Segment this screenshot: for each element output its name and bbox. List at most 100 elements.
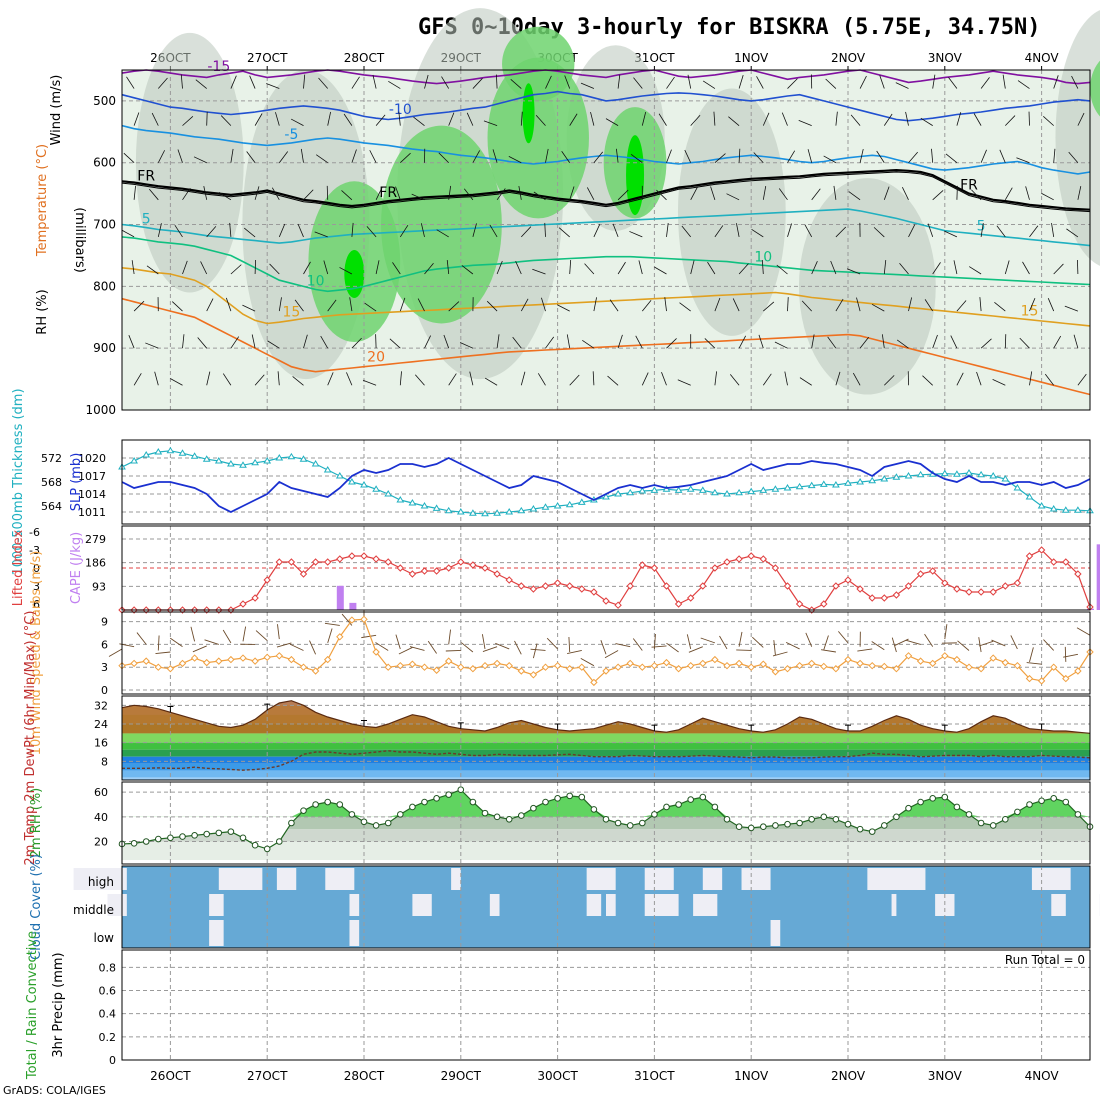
x-tick-label-top: 1NOV bbox=[734, 51, 769, 65]
surface-wind-barb bbox=[653, 633, 656, 649]
wind-barb bbox=[630, 153, 643, 164]
wind-speed-marker bbox=[868, 661, 876, 670]
thickness-marker bbox=[469, 509, 477, 516]
temperature-band bbox=[122, 749, 1090, 757]
surface-wind-barb bbox=[823, 635, 829, 650]
rh-marker bbox=[687, 796, 695, 803]
x-tick-label-bottom: 29OCT bbox=[441, 1069, 482, 1083]
x-tick-label-bottom: 4NOV bbox=[1025, 1069, 1060, 1083]
wind-barb bbox=[932, 334, 938, 349]
wind-barb bbox=[580, 82, 595, 89]
temp-tick-label: 32 bbox=[94, 699, 108, 712]
rh-marker bbox=[663, 803, 670, 811]
wind-speed-marker bbox=[795, 661, 804, 670]
wind-barb bbox=[351, 76, 360, 89]
lifted-index-marker bbox=[432, 567, 441, 575]
wind-speed-marker bbox=[880, 662, 889, 671]
lifted-index-marker bbox=[892, 591, 901, 599]
rh-marker bbox=[747, 824, 755, 832]
panel-frame bbox=[121, 695, 1091, 781]
surface-wind-barb bbox=[204, 639, 219, 645]
wind-barb bbox=[566, 334, 571, 349]
wind-barb bbox=[787, 223, 792, 238]
wind-speed-marker bbox=[202, 658, 211, 667]
wind-speed-marker bbox=[747, 663, 755, 671]
rh-marker bbox=[1050, 795, 1057, 802]
wind-speed-marker bbox=[336, 633, 344, 641]
x-tick-label-bottom: 27OCT bbox=[247, 1069, 288, 1083]
footer-credit: GrADS: COLA/IGES bbox=[3, 1084, 106, 1097]
wind-barb bbox=[932, 74, 936, 89]
wind-barb bbox=[121, 229, 135, 238]
surface-wind-barb bbox=[957, 640, 970, 651]
wind-barb bbox=[558, 227, 570, 238]
wind-barb bbox=[200, 261, 208, 275]
wind-barb bbox=[811, 334, 815, 349]
wind-speed-marker bbox=[1062, 674, 1070, 683]
wind-barb bbox=[557, 304, 570, 312]
precip-legend: Total / Rain Convective bbox=[25, 931, 40, 1080]
wind-barb bbox=[203, 186, 208, 200]
rh-marker bbox=[602, 816, 610, 823]
wind-axis-label: 10m Wind Speed & Barbs (m/s) bbox=[29, 551, 44, 756]
thickness-marker bbox=[735, 488, 743, 496]
wind-barb bbox=[931, 148, 934, 163]
wind-barb bbox=[294, 299, 304, 312]
wind-barb bbox=[339, 267, 353, 275]
wind-barb bbox=[1005, 115, 1016, 126]
wind-barb bbox=[1047, 298, 1055, 312]
wind-speed-marker bbox=[771, 668, 780, 676]
wind-barb bbox=[883, 260, 887, 275]
contour-label: -5 bbox=[284, 127, 298, 143]
thickness-marker bbox=[638, 487, 647, 494]
rh-marker bbox=[965, 811, 973, 818]
wind-barb bbox=[446, 260, 450, 275]
thickness-marker bbox=[698, 486, 707, 493]
wind-barb bbox=[157, 150, 166, 163]
wind-barb bbox=[714, 225, 724, 238]
wind-barb bbox=[932, 190, 944, 201]
wind-barb bbox=[148, 188, 159, 201]
cloud-clear-segment bbox=[867, 868, 926, 890]
wind-barb bbox=[182, 187, 191, 201]
wind-barb bbox=[424, 335, 431, 349]
wind-barb bbox=[399, 371, 402, 386]
wind-barb bbox=[206, 298, 214, 312]
panel-frame bbox=[121, 611, 1091, 695]
wind-barb bbox=[605, 118, 619, 126]
lifted-index-marker bbox=[263, 576, 271, 584]
cloud-clear-segment bbox=[489, 894, 500, 916]
cloud-row-label: high bbox=[88, 875, 114, 889]
rh-marker bbox=[820, 813, 828, 821]
wind-tick-label: 3 bbox=[101, 661, 108, 674]
rh-moderate-region bbox=[135, 32, 244, 293]
slp-tick-label: 1017 bbox=[78, 470, 106, 483]
rh-marker bbox=[421, 798, 428, 806]
wind-barb bbox=[823, 155, 837, 164]
wind-barb bbox=[713, 111, 716, 126]
temperature-band bbox=[122, 770, 1090, 778]
thickness-marker bbox=[505, 508, 514, 515]
lifted-index-marker bbox=[783, 582, 792, 590]
rh-marker bbox=[941, 793, 949, 801]
wind-barb bbox=[388, 80, 401, 89]
wind-barb bbox=[318, 77, 329, 89]
wind-speed-marker bbox=[711, 655, 719, 664]
wind-barb bbox=[1004, 260, 1010, 275]
wind-barb bbox=[666, 76, 675, 89]
rh-marker bbox=[300, 807, 307, 814]
wind-barb bbox=[956, 372, 964, 386]
wind-speed-marker bbox=[444, 657, 453, 665]
wind-barb bbox=[133, 373, 142, 386]
surface-wind-barb bbox=[495, 642, 510, 650]
lifted-index-marker bbox=[880, 594, 889, 602]
wind-barb bbox=[617, 261, 626, 275]
wind-speed-marker bbox=[590, 678, 598, 687]
wind-barb bbox=[976, 371, 982, 386]
wind-barb bbox=[472, 223, 477, 238]
wind-speed-marker bbox=[735, 659, 743, 668]
wind-barb bbox=[375, 260, 380, 275]
temp-tick-label: 16 bbox=[94, 737, 108, 750]
wind-speed-marker bbox=[699, 659, 707, 668]
rh-marker bbox=[409, 803, 416, 811]
